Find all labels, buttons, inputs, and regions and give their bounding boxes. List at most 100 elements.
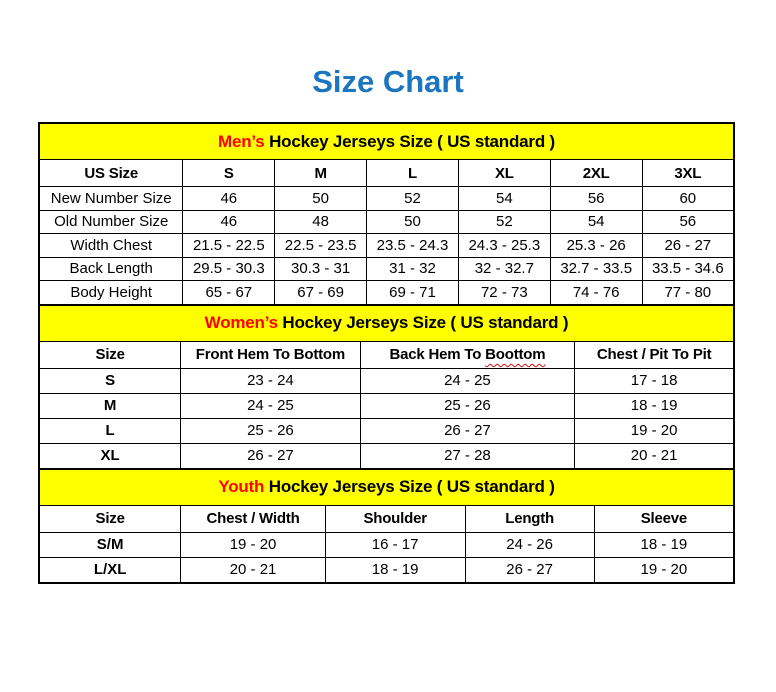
value-cell: 22.5 - 23.5 xyxy=(274,233,368,258)
youth-banner: Youth Hockey Jerseys Size ( US standard … xyxy=(38,468,735,506)
row-label: L xyxy=(38,417,182,444)
value-cell: 54 xyxy=(457,186,551,211)
youth-column-header-2: Shoulder xyxy=(324,504,466,533)
mens-row-body-height: Body Height 65 - 67 67 - 69 69 - 71 72 - 73 7… xyxy=(38,280,735,305)
womens-size-table: Women’s Hockey Jerseys Size ( US standar… xyxy=(38,303,735,470)
value-cell: 32.7 - 33.5 xyxy=(549,256,643,281)
womens-row-s: S 23 - 24 24 - 25 17 - 18 xyxy=(38,367,735,394)
youth-column-header-4: Sleeve xyxy=(593,504,735,533)
mens-banner-row: Men’s Hockey Jerseys Size ( US standard … xyxy=(38,122,735,160)
value-cell: 56 xyxy=(549,186,643,211)
value-cell: 24 - 25 xyxy=(359,367,576,394)
youth-column-header-1: Chest / Width xyxy=(180,504,326,533)
value-cell: 19 - 20 xyxy=(180,531,326,558)
womens-row-l: L 25 - 26 26 - 27 19 - 20 xyxy=(38,417,735,444)
value-cell: 16 - 17 xyxy=(324,531,466,558)
row-label: S xyxy=(38,367,182,394)
value-cell: 24 - 26 xyxy=(464,531,595,558)
mens-row-width-chest: Width Chest 21.5 - 22.5 22.5 - 23.5 23.5 - … xyxy=(38,233,735,258)
value-cell: 29.5 - 30.3 xyxy=(182,256,276,281)
value-cell: 32 - 32.7 xyxy=(457,256,551,281)
mens-row-back-length: Back Length 29.5 - 30.3 30.3 - 31 31 - 32 32… xyxy=(38,256,735,281)
mens-row-new-number-size: New Number Size 46 50 52 54 56 60 xyxy=(38,186,735,211)
value-cell: 67 - 69 xyxy=(274,280,368,305)
mens-column-header-6: 3XL xyxy=(641,159,735,187)
value-cell: 26 - 27 xyxy=(641,233,735,258)
row-label: New Number Size xyxy=(38,186,184,211)
womens-column-header-0: Size xyxy=(38,340,182,369)
value-cell: 52 xyxy=(457,209,551,234)
value-cell: 69 - 71 xyxy=(366,280,459,305)
womens-banner: Women’s Hockey Jerseys Size ( US standar… xyxy=(38,304,735,342)
row-label: M xyxy=(38,392,182,419)
youth-row-s-m: S/M 19 - 20 16 - 17 24 - 26 18 - 19 xyxy=(38,531,735,558)
value-cell: 54 xyxy=(549,209,643,234)
row-label: L/XL xyxy=(38,556,182,583)
value-cell: 20 - 21 xyxy=(180,556,326,583)
value-cell: 46 xyxy=(182,209,276,234)
value-cell: 24 - 25 xyxy=(180,392,361,419)
value-cell: 50 xyxy=(366,209,459,234)
womens-column-header-3: Chest / Pit To Pit xyxy=(574,340,735,369)
value-cell: 21.5 - 22.5 xyxy=(182,233,276,258)
value-cell: 74 - 76 xyxy=(549,280,643,305)
value-cell: 25 - 26 xyxy=(180,417,361,444)
youth-row-l-xl: L/XL 20 - 21 18 - 19 26 - 27 19 - 20 xyxy=(38,556,735,583)
page-title: Size Chart xyxy=(312,64,464,99)
mens-column-header-4: XL xyxy=(457,159,551,187)
mens-column-header-2: M xyxy=(274,159,368,187)
mens-banner: Men’s Hockey Jerseys Size ( US standard … xyxy=(38,122,735,160)
womens-banner-highlight: Women’s xyxy=(204,313,278,332)
mens-size-table: Men’s Hockey Jerseys Size ( US standard … xyxy=(38,122,735,306)
value-cell: 65 - 67 xyxy=(182,280,276,305)
youth-size-table: Youth Hockey Jerseys Size ( US standard … xyxy=(38,467,735,584)
value-cell: 23 - 24 xyxy=(180,367,361,394)
value-cell: 20 - 21 xyxy=(574,442,735,469)
value-cell: 24.3 - 25.3 xyxy=(457,233,551,258)
mens-column-header-1: S xyxy=(182,159,276,187)
row-label: Back Length xyxy=(38,256,184,281)
value-cell: 72 - 73 xyxy=(457,280,551,305)
value-cell: 25.3 - 26 xyxy=(549,233,643,258)
value-cell: 31 - 32 xyxy=(366,256,459,281)
value-cell: 26 - 27 xyxy=(359,417,576,444)
misspelled-word: Boottom xyxy=(485,346,546,363)
value-cell: 26 - 27 xyxy=(464,556,595,583)
youth-banner-row: Youth Hockey Jerseys Size ( US standard … xyxy=(38,468,735,506)
row-label: Width Chest xyxy=(38,233,184,258)
youth-column-header-0: Size xyxy=(38,504,182,533)
value-cell: 50 xyxy=(274,186,368,211)
womens-column-header-1: Front Hem To Bottom xyxy=(180,340,361,369)
row-label: XL xyxy=(38,442,182,469)
value-cell: 26 - 27 xyxy=(180,442,361,469)
mens-column-header-0: US Size xyxy=(38,159,184,187)
value-cell: 60 xyxy=(641,186,735,211)
mens-banner-highlight: Men’s xyxy=(218,131,265,151)
womens-row-m: M 24 - 25 25 - 26 18 - 19 xyxy=(38,392,735,419)
row-label: S/M xyxy=(38,531,182,558)
mens-column-header-5: 2XL xyxy=(549,159,643,187)
value-cell: 48 xyxy=(274,209,368,234)
value-cell: 19 - 20 xyxy=(574,417,735,444)
value-cell: 56 xyxy=(641,209,735,234)
value-cell: 18 - 19 xyxy=(324,556,466,583)
womens-column-header-2: Back Hem To Boottom xyxy=(359,340,576,369)
womens-header-row: Size Front Hem To Bottom Back Hem To Boott… xyxy=(38,340,735,369)
mens-header-row: US Size S M L XL 2XL 3XL xyxy=(38,159,735,187)
value-cell: 19 - 20 xyxy=(593,556,735,583)
value-cell: 77 - 80 xyxy=(641,280,735,305)
womens-banner-row: Women’s Hockey Jerseys Size ( US standar… xyxy=(38,304,735,342)
value-cell: 18 - 19 xyxy=(593,531,735,558)
youth-banner-highlight: Youth xyxy=(218,477,265,496)
value-cell: 18 - 19 xyxy=(574,392,735,419)
womens-row-xl: XL 26 - 27 27 - 28 20 - 21 xyxy=(38,442,735,469)
value-cell: 27 - 28 xyxy=(359,442,576,469)
value-cell: 23.5 - 24.3 xyxy=(366,233,459,258)
value-cell: 52 xyxy=(366,186,459,211)
youth-header-row: Size Chest / Width Shoulder Length Sleeve xyxy=(38,504,735,533)
value-cell: 33.5 - 34.6 xyxy=(641,256,735,281)
value-cell: 17 - 18 xyxy=(574,367,735,394)
row-label: Body Height xyxy=(38,280,184,305)
size-tables-container: Men’s Hockey Jerseys Size ( US standard … xyxy=(38,122,735,584)
mens-row-old-number-size: Old Number Size 46 48 50 52 54 56 xyxy=(38,209,735,234)
